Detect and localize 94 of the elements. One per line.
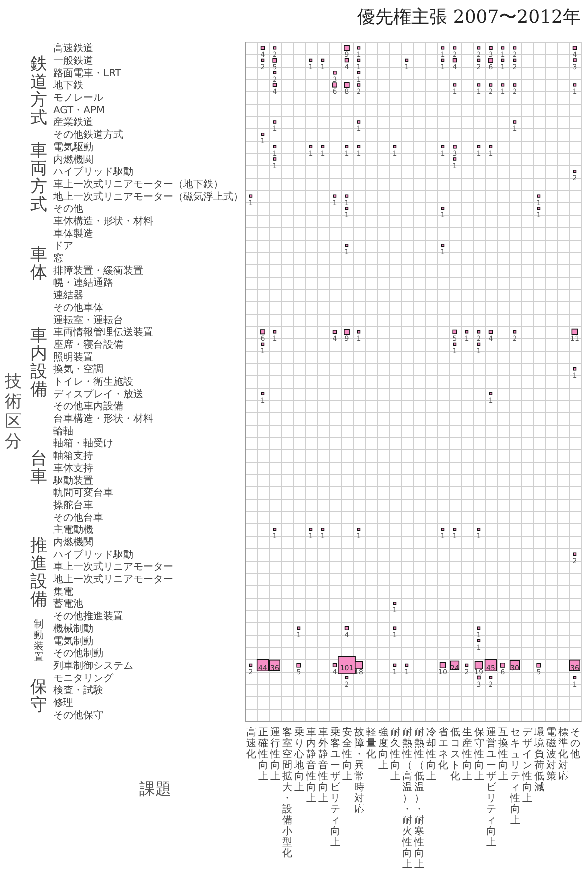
y-tick-label: 軸箱支持 xyxy=(54,450,94,462)
y-tick-label: 車体構造・形状・材料 xyxy=(54,216,154,228)
y-tick-label: その他推進装置 xyxy=(54,610,124,623)
text: 制動装置 xyxy=(34,618,44,664)
y-tick-label: 検査・試験 xyxy=(54,684,104,697)
y-tick-label: AGT・APM xyxy=(54,105,106,116)
y-tick-label: その他車体 xyxy=(54,302,104,314)
y-tick-label: トイレ・衛生施設 xyxy=(54,376,134,388)
category-label: セキュリティ性向上 xyxy=(510,728,520,826)
y-tick-label: その他 xyxy=(54,203,84,216)
text: 台車 xyxy=(30,448,48,487)
y-tick-label: その他台車 xyxy=(54,512,104,524)
x-tick-label: 故障・異常時対応 xyxy=(354,728,364,816)
y-tick-label: 地下鉄 xyxy=(52,80,84,92)
x-tick-label: 互換性向上 xyxy=(498,728,508,782)
y-tick-label: 換気・空調 xyxy=(54,364,104,376)
y-tick-label: 電気制動 xyxy=(54,635,94,648)
y-tick-label: 車体支持 xyxy=(54,462,94,474)
x-tick-label: 生産性向上 xyxy=(462,726,472,782)
x-tick-label: 強度向上 xyxy=(378,726,388,772)
y-tick-label: モノレール xyxy=(54,93,104,104)
y-tick-label: モニタリング xyxy=(54,673,114,684)
x-tick-label: その他 xyxy=(570,728,580,760)
text: 車両方式 xyxy=(30,140,48,215)
y-tick-label: その他鉄道方式 xyxy=(54,129,124,142)
category-label: 客室空間拡大・設備小型化 xyxy=(282,728,292,860)
x-tick-label: 省エネ化 xyxy=(438,726,448,772)
category-label: 乗客ユーザビリティ向上 xyxy=(330,728,340,848)
y-tick-label: 照明装置 xyxy=(54,351,94,364)
y-tick-label: その他車内設備 xyxy=(54,400,124,413)
y-tick-label: 車両情報管理伝送装置 xyxy=(54,326,154,339)
y-tick-label: 運転室・運転台 xyxy=(54,314,124,326)
x-tick-label: 軽量化 xyxy=(366,728,376,760)
y-tick-label: 地上一次式リニアモーター（磁気浮上式） xyxy=(52,190,244,203)
y-tick-label: 路面電車・LRT xyxy=(54,67,122,80)
y-tick-label: 座席・寝台設備 xyxy=(54,338,124,351)
x-tick-label: 正確性向上 xyxy=(258,728,268,782)
y-tick-label: 蓄電池 xyxy=(54,598,84,610)
text: 鉄道方式 xyxy=(30,54,48,128)
y-tick-label: 集電 xyxy=(54,586,74,598)
y-tick-label: 駆動装置 xyxy=(52,474,94,487)
x-tick-label: 電磁波対策 xyxy=(546,728,556,782)
x-tick-label: 安全性向上 xyxy=(342,726,352,782)
category-label: 運営ユーザビリティ向上 xyxy=(486,728,496,848)
x-tick-label: 運行性向上 xyxy=(270,726,280,782)
y-tick-label: 窓 xyxy=(54,252,64,265)
y-tick-label: 連結器 xyxy=(54,290,84,302)
x-tick-label: 車内静音性向上 xyxy=(306,726,316,804)
x-tick-label: 低コスト化 xyxy=(450,728,460,782)
text: 車体 xyxy=(30,245,48,284)
y-tick-label: その他制動 xyxy=(54,648,104,660)
y-tick-label: 電気駆動 xyxy=(54,142,94,154)
y-tick-label: 修理 xyxy=(54,698,74,709)
x-tick-label: 乗り心地向上 xyxy=(294,726,304,794)
y-tick-label: 地上一次式リニアモーター xyxy=(52,574,174,586)
x-tick-label: 耐久性向上 xyxy=(390,728,400,782)
y-tick-label: 内燃機関 xyxy=(54,536,94,548)
category-label: 耐熱性（低温）・耐寒性向上 xyxy=(414,728,424,870)
category-label: 耐熱性（高温）・耐火性向上 xyxy=(402,728,412,870)
x-tick-label: 冷却性向上 xyxy=(426,726,436,782)
text: 推進設備 xyxy=(30,536,48,610)
y-tick-label: ディスプレイ・放送 xyxy=(54,388,144,400)
text: 保守 xyxy=(30,677,48,716)
y-tick-label: 車上一次式リニアモーター（地下鉄） xyxy=(54,178,224,190)
x-tick-label: 標準化対応 xyxy=(558,726,568,782)
y-tick-label: 台車構造・形状・材料 xyxy=(54,413,154,426)
y-tick-label: 機械制動 xyxy=(54,622,94,635)
y-tick-label: ハイブリッド駆動 xyxy=(52,166,134,178)
x-tick-label: 高速化 xyxy=(246,726,256,760)
y-tick-label: 排障装置・緩衝装置 xyxy=(54,264,144,277)
y-tick-label: 車体製造 xyxy=(54,228,94,240)
y-axis-title: 技術区分 xyxy=(4,372,22,452)
y-tick-label: 操舵台車 xyxy=(54,499,94,512)
y-tick-label: 列車制御システム xyxy=(54,660,134,672)
x-tick-label: 環境負荷低減 xyxy=(534,728,544,794)
y-tick-label: 主電動機 xyxy=(54,524,94,536)
y-tick-label: 軌間可変台車 xyxy=(54,487,114,500)
x-tick-label: デザイン性向上 xyxy=(522,728,534,804)
y-tick-label: その他保守 xyxy=(54,709,104,722)
chart-title: 優先権主張 2007〜2012年 xyxy=(358,7,581,28)
text: 車内設備 xyxy=(30,326,48,400)
y-tick-label: 輪軸 xyxy=(54,425,74,438)
y-tick-label: 産業鉄道 xyxy=(54,116,94,129)
x-tick-label: 車外静音性向上 xyxy=(318,726,328,804)
x-tick-label: 保守性向上 xyxy=(474,728,484,782)
y-tick-label: 一般鉄道 xyxy=(54,55,94,68)
y-tick-label: 幌・連結通路 xyxy=(54,277,114,290)
y-tick-label: 車上一次式リニアモーター xyxy=(54,561,174,574)
y-tick-label: ハイブリッド駆動 xyxy=(52,548,134,561)
y-tick-label: ドア xyxy=(54,241,74,252)
y-tick-label: 軸箱・軸受け xyxy=(54,438,114,450)
y-tick-label: 高速鉄道 xyxy=(54,42,94,55)
x-axis-title: 課題 xyxy=(140,780,172,798)
y-tick-label: 内燃機関 xyxy=(54,154,94,166)
